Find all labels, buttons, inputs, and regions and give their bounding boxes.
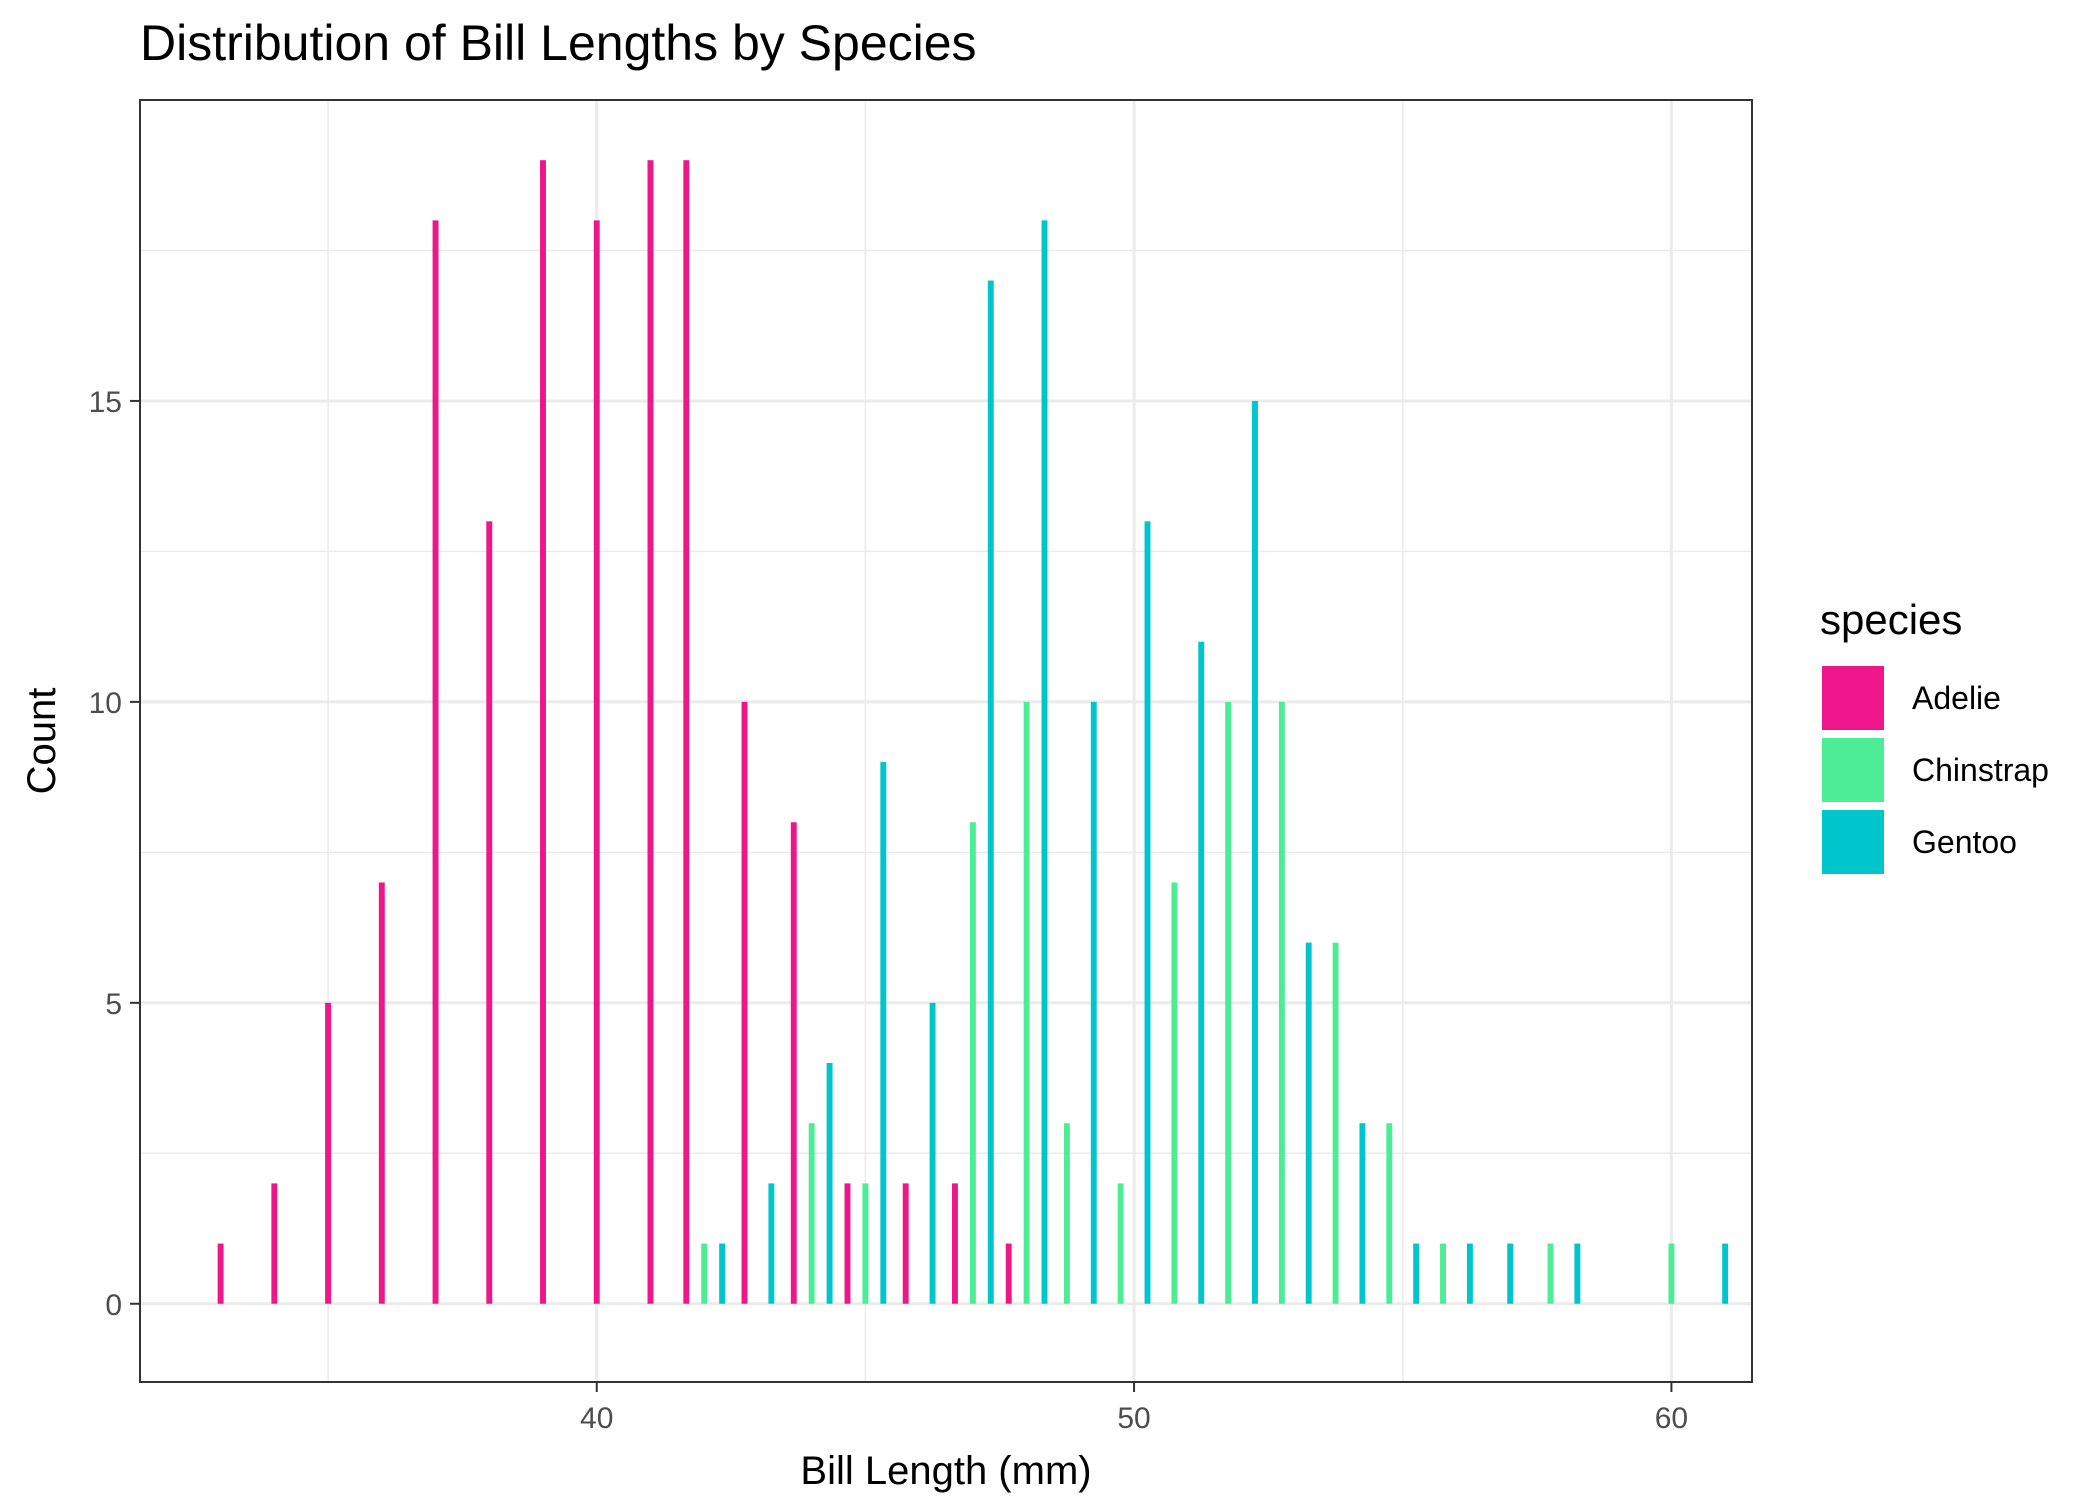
x-tick-label: 60 [1655,1402,1688,1435]
bar-gentoo-49 [1090,701,1097,1304]
bar-chinstrap-48 [1023,701,1030,1304]
bar-gentoo-42 [719,1243,726,1304]
bar-gentoo-47 [987,280,994,1304]
y-tick-label: 15 [89,386,122,419]
bar-chinstrap-44 [808,1123,815,1304]
chart-title: Distribution of Bill Lengths by Species [140,15,977,71]
bar-chinstrap-52 [1225,701,1232,1304]
bar-gentoo-56 [1466,1243,1473,1304]
bar-adelie-41 [647,160,654,1304]
legend-label-gentoo: Gentoo [1912,823,2017,860]
bar-chinstrap-47 [969,822,976,1304]
bar-gentoo-55 [1413,1243,1420,1304]
bar-adelie-38 [486,521,493,1304]
bar-adelie-44 [790,822,797,1304]
bar-gentoo-48 [1041,220,1048,1304]
bar-chinstrap-51 [1171,882,1178,1304]
bar-gentoo-54 [1359,1123,1366,1304]
species-legend: species Adelie Chinstrap Gentoo [1820,596,2049,878]
bar-gentoo-50 [1144,521,1151,1304]
bar-chinstrap-60 [1668,1243,1675,1304]
bar-adelie-45 [844,1183,851,1304]
bar-adelie-37 [432,220,439,1304]
x-axis-title: Bill Length (mm) [800,1449,1091,1493]
bar-adelie-36 [378,882,385,1304]
bar-gentoo-57 [1507,1243,1514,1304]
histogram-bars [217,160,1729,1304]
bar-adelie-42 [683,160,690,1304]
bar-gentoo-51 [1198,641,1205,1304]
y-axis-title: Count [20,688,64,795]
legend-label-chinstrap: Chinstrap [1912,751,2049,788]
bar-gentoo-61 [1722,1243,1729,1304]
legend-item-adelie: Adelie [1820,662,2049,734]
plot-panel-border [139,99,1753,1383]
legend-swatch-gentoo [1820,808,1886,876]
bar-adelie-43 [741,701,748,1304]
bar-chinstrap-54 [1332,942,1339,1304]
x-tick-label: 40 [580,1402,613,1435]
x-axis-ticks: 40 50 60 [580,1382,1688,1435]
legend-item-gentoo: Gentoo [1820,806,2049,878]
legend-swatch-chinstrap [1820,736,1886,804]
bar-chinstrap-49 [1063,1123,1070,1304]
bar-adelie-34 [271,1183,278,1304]
legend-title: species [1820,596,1963,643]
bar-adelie-35 [325,1002,332,1304]
bar-chinstrap-50 [1117,1183,1124,1304]
bar-chinstrap-42 [701,1243,708,1304]
x-tick-label: 50 [1117,1402,1150,1435]
bar-adelie-47 [952,1183,958,1304]
bar-chinstrap-45 [862,1183,869,1304]
bar-adelie-48 [1005,1243,1012,1304]
bar-adelie-39 [540,160,546,1304]
y-tick-label: 5 [105,988,122,1021]
y-tick-label: 10 [89,687,122,720]
bar-gentoo-52 [1252,400,1258,1304]
bar-gentoo-58 [1574,1243,1581,1304]
bar-gentoo-53 [1305,942,1312,1304]
bar-gentoo-45 [880,762,887,1304]
bar-gentoo-44 [826,1063,833,1304]
bar-adelie-33 [217,1243,224,1304]
minor-gridlines [140,100,1752,1382]
bar-adelie-46 [902,1183,909,1304]
y-tick-label: 0 [105,1289,122,1322]
bar-chinstrap-53 [1278,701,1285,1304]
bar-adelie-40 [593,220,600,1304]
legend-label-adelie: Adelie [1912,679,2001,716]
bar-chinstrap-55 [1386,1123,1393,1304]
bar-chinstrap-56 [1440,1243,1446,1304]
legend-swatch-adelie [1820,664,1886,732]
y-axis-ticks: 0 5 10 15 [89,386,140,1322]
legend-item-chinstrap: Chinstrap [1820,734,2049,806]
bar-gentoo-46 [929,1002,936,1304]
bar-chinstrap-58 [1547,1243,1554,1304]
bar-gentoo-43 [768,1183,775,1304]
